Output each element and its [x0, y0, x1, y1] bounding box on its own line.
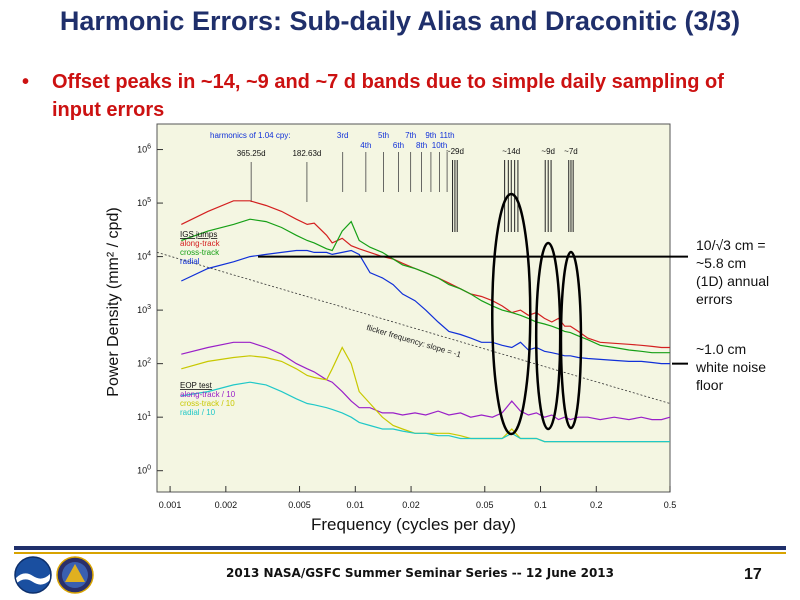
x-tick-label: 0.05: [476, 500, 494, 510]
legend-eop-entry: cross-track / 10: [180, 399, 235, 408]
x-tick-label: 0.02: [402, 500, 420, 510]
harmonic-label: 9th: [425, 131, 436, 140]
legend-eop-entry: along-track / 10: [180, 390, 236, 399]
harmonic-label: 5th: [378, 131, 389, 140]
footer-rule: [14, 546, 786, 550]
x-tick-label: 0.001: [159, 500, 182, 510]
agency-seal-logo: [56, 556, 94, 594]
annual-error-note: 10/√3 cm = ~5.8 cm (1D) annual errors: [696, 236, 769, 308]
noise-floor-note-line: floor: [696, 377, 724, 393]
series-line: [181, 218, 670, 354]
noaa-logo: [14, 556, 52, 594]
harmonic-label: 8th: [416, 141, 427, 150]
harmonic-label: 10th: [432, 141, 448, 150]
y-tick-label: 101: [137, 411, 151, 422]
harmonic-label: 7th: [405, 131, 416, 140]
y-tick-label: 104: [137, 251, 151, 262]
legend-igs-entry: cross-track: [180, 248, 220, 257]
band-label: ~29d: [446, 147, 464, 156]
footer-rule-accent: [14, 552, 786, 554]
page-number: 17: [744, 566, 762, 583]
harmonic-label: 365.25d: [237, 149, 266, 158]
bullet-item: • Offset peaks in ~14, ~9 and ~7 d bands…: [22, 68, 752, 124]
bullet-text: Offset peaks in ~14, ~9 and ~7 d bands d…: [52, 71, 724, 121]
band-label: ~9d: [541, 147, 555, 156]
footer-text: 2013 NASA/GSFC Summer Seminar Series -- …: [225, 566, 614, 580]
slide-title: Harmonic Errors: Sub-daily Alias and Dra…: [59, 6, 741, 36]
y-tick-label: 105: [137, 197, 151, 208]
legend-eop-entry: radial / 10: [180, 408, 216, 417]
annual-error-note-line: 10/√3 cm =: [696, 237, 766, 253]
noise-floor-note-line: white noise: [696, 359, 767, 375]
harmonics-label: harmonics of 1.04 cpy:: [210, 131, 290, 140]
y-tick-label: 106: [137, 144, 151, 155]
harmonic-label: 11th: [440, 131, 455, 140]
legend-igs-title: IGS jumps: [180, 230, 217, 239]
harmonic-label: 6th: [393, 141, 404, 150]
x-tick-label: 0.01: [347, 500, 365, 510]
x-axis-label: Frequency (cycles per day): [311, 515, 516, 534]
noise-floor-note: ~1.0 cm white noise floor: [696, 340, 766, 394]
noise-floor-note-line: ~1.0 cm: [696, 341, 747, 357]
x-tick-label: 0.002: [215, 500, 238, 510]
bullet-marker: •: [22, 71, 30, 93]
x-tick-label: 0.1: [534, 500, 547, 510]
x-tick-label: 0.2: [590, 500, 603, 510]
annual-error-note-line: (1D) annual: [696, 273, 770, 289]
y-tick-label: 100: [137, 465, 151, 476]
legend-igs-entry: radial: [180, 257, 200, 266]
legend-eop-title: EOP test: [180, 381, 213, 390]
harmonic-label: 182.63d: [292, 149, 321, 158]
x-tick-label: 0.5: [664, 500, 677, 510]
y-tick-label: 102: [137, 358, 151, 369]
plot-area: [156, 123, 671, 493]
y-axis-label: Power Density (mm² / cpd): [105, 207, 122, 396]
flicker-line: [156, 251, 671, 404]
annual-error-note-line: ~5.8 cm: [696, 255, 747, 271]
band-label: ~14d: [502, 147, 520, 156]
series-line: [181, 249, 670, 365]
band-highlight-ellipse: [559, 250, 583, 430]
harmonic-label: 4th: [360, 141, 371, 150]
series-line: [181, 341, 671, 421]
band-highlight-ellipse: [491, 192, 532, 436]
harmonic-label: 3rd: [337, 131, 349, 140]
legend-igs-entry: along-track: [180, 239, 221, 248]
annual-error-note-line: errors: [696, 291, 733, 307]
series-line: [181, 381, 670, 443]
band-label: ~7d: [564, 147, 578, 156]
x-tick-label: 0.005: [288, 500, 311, 510]
y-tick-label: 103: [137, 304, 151, 315]
